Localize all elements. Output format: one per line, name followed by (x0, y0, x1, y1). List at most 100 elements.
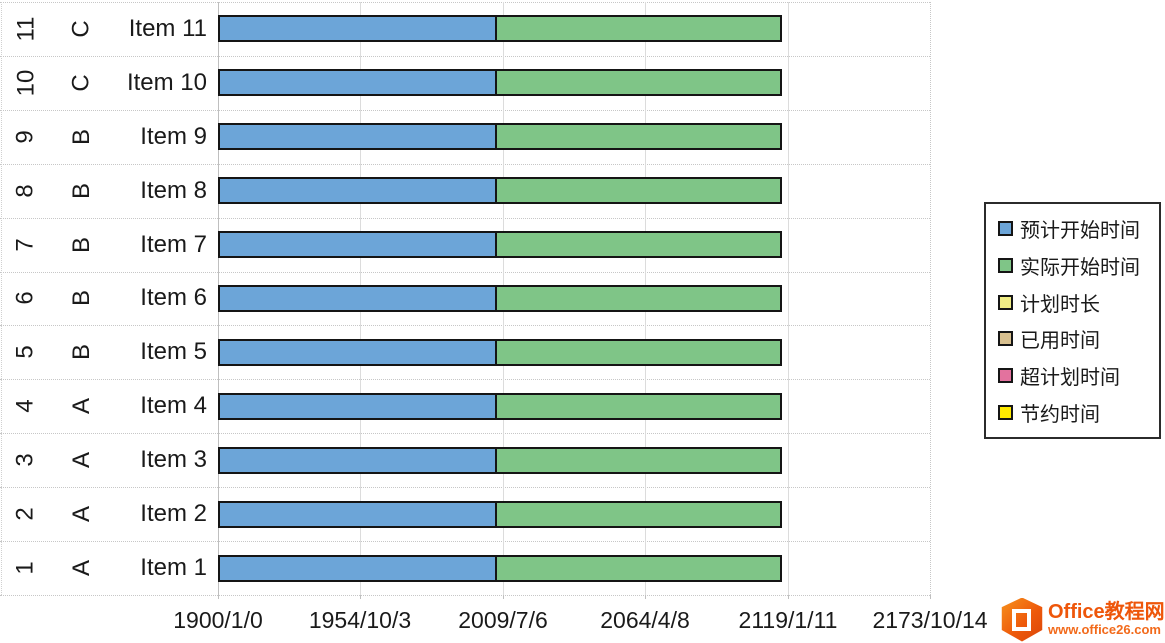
bar-segment-actual-start[interactable] (495, 231, 782, 258)
chart-left-border (1, 2, 2, 595)
category-item-label[interactable]: Item 3 (140, 446, 207, 474)
row-separator-gridline (0, 541, 930, 543)
row-separator-gridline (0, 325, 930, 327)
category-group-text: A (67, 452, 95, 469)
category-index-label[interactable]: 11 (4, 2, 48, 56)
category-index-label[interactable]: 10 (4, 56, 48, 110)
category-index-text: 4 (11, 399, 39, 413)
category-item-label[interactable]: Item 9 (140, 122, 207, 150)
row-separator-gridline (0, 55, 930, 57)
category-index-text: 1 (11, 561, 39, 575)
bar-segment-planned-start[interactable] (218, 501, 497, 528)
x-axis-tick-label[interactable]: 2064/4/8 (600, 607, 690, 633)
bar-segment-actual-start[interactable] (495, 447, 782, 474)
bar-segment-actual-start[interactable] (495, 123, 782, 150)
row-separator-gridline (0, 595, 930, 596)
x-axis-tick-label[interactable]: 1900/1/0 (173, 607, 263, 633)
bar-segment-planned-start[interactable] (218, 285, 497, 312)
category-item-label[interactable]: Item 6 (140, 284, 207, 312)
category-item-label[interactable]: Item 4 (140, 392, 207, 420)
axis-tickmark (930, 595, 931, 599)
bar-segment-actual-start[interactable] (495, 501, 782, 528)
watermark-text: Office教程网 www.office26.com (1048, 602, 1165, 637)
legend-item-saved-time[interactable]: 节约时间 (998, 398, 1159, 427)
bar-segment-actual-start[interactable] (495, 15, 782, 42)
category-item-label[interactable]: Item 7 (140, 230, 207, 258)
bar-segment-planned-start[interactable] (218, 447, 497, 474)
row-separator-gridline (0, 271, 930, 273)
bar-segment-planned-start[interactable] (218, 339, 497, 366)
office-logo-icon (1001, 597, 1043, 642)
vertical-gridline (930, 2, 931, 595)
category-index-text: 2 (11, 507, 39, 521)
bar-segment-planned-start[interactable] (218, 177, 497, 204)
watermark: Office教程网 www.office26.com (1000, 596, 1165, 643)
legend-swatch-saved-time (998, 405, 1013, 421)
legend-swatch-actual-start (998, 257, 1013, 273)
category-group-text: B (67, 128, 95, 145)
watermark-url[interactable]: www.office26.com (1048, 622, 1161, 638)
x-axis-tick-label[interactable]: 1954/10/3 (308, 607, 412, 633)
category-group-text: B (67, 290, 95, 307)
legend-item-actual-start[interactable]: 实际开始时间 (998, 251, 1159, 280)
category-item-label[interactable]: Item 2 (140, 500, 207, 528)
category-item-label[interactable]: Item 10 (126, 68, 207, 96)
legend-label-text: 实际开始时间 (1020, 256, 1140, 279)
bar-segment-planned-start[interactable] (218, 69, 497, 96)
legend-swatch-planned-start (998, 220, 1013, 236)
legend-item-planned-start[interactable]: 预计开始时间 (998, 214, 1159, 243)
category-index-label[interactable]: 5 (4, 325, 48, 379)
category-index-label[interactable]: 9 (4, 110, 48, 164)
x-axis-tick-label[interactable]: 2173/10/14 (872, 607, 988, 633)
axis-tickmark (360, 595, 361, 599)
bar-segment-actual-start[interactable] (495, 339, 782, 366)
category-index-text: 11 (11, 16, 39, 42)
category-index-text: 6 (11, 291, 39, 306)
category-index-label[interactable]: 3 (4, 433, 48, 487)
row-separator-gridline (0, 163, 930, 165)
legend-label-text: 预计开始时间 (1020, 219, 1140, 242)
legend-label-text: 超计划时间 (1020, 367, 1120, 390)
category-index-text: 10 (11, 69, 39, 97)
category-index-label[interactable]: 1 (4, 541, 48, 595)
x-axis-tick-label[interactable]: 2009/7/6 (458, 607, 548, 633)
category-index-label[interactable]: 6 (4, 272, 48, 326)
category-group-text: C (68, 74, 95, 92)
category-index-label[interactable]: 4 (4, 379, 48, 433)
office-logo-fold (1012, 608, 1031, 631)
category-item-label[interactable]: Item 1 (140, 554, 207, 582)
bar-segment-planned-start[interactable] (218, 555, 497, 582)
axis-tickmark (788, 595, 789, 599)
vertical-gridline (788, 2, 789, 595)
bar-segment-actual-start[interactable] (495, 393, 782, 420)
category-index-label[interactable]: 7 (4, 218, 48, 272)
category-index-label[interactable]: 8 (4, 164, 48, 218)
legend-item-elapsed-time[interactable]: 已用时间 (998, 324, 1159, 353)
bar-segment-actual-start[interactable] (495, 69, 782, 96)
category-index-label[interactable]: 2 (4, 487, 48, 541)
bar-segment-planned-start[interactable] (218, 15, 497, 42)
legend-item-planned-duration[interactable]: 计划时长 (998, 288, 1159, 317)
legend-swatch-over-plan-time (998, 368, 1013, 384)
category-index-text: 8 (11, 183, 39, 198)
axis-tickmark (218, 595, 219, 599)
category-index-text: 5 (11, 345, 39, 360)
axis-tickmark (503, 595, 504, 599)
category-item-label[interactable]: Item 5 (140, 338, 207, 366)
category-group-text: B (67, 344, 95, 361)
bar-segment-planned-start[interactable] (218, 393, 497, 420)
bar-segment-actual-start[interactable] (495, 285, 782, 312)
category-item-label[interactable]: Item 8 (140, 176, 207, 204)
legend-item-over-plan-time[interactable]: 超计划时间 (998, 361, 1159, 390)
category-item-label[interactable]: Item 11 (128, 14, 207, 42)
legend-swatch-planned-duration (998, 294, 1013, 310)
category-index-text: 7 (11, 237, 39, 252)
bar-segment-actual-start[interactable] (495, 555, 782, 582)
bar-segment-planned-start[interactable] (218, 231, 497, 258)
x-axis-tick-label[interactable]: 2119/1/11 (738, 607, 838, 633)
bar-segment-planned-start[interactable] (218, 123, 497, 150)
row-separator-gridline (0, 217, 930, 219)
bar-segment-actual-start[interactable] (495, 177, 782, 204)
category-group-text: A (67, 506, 95, 523)
chart-legend[interactable]: 预计开始时间 实际开始时间计划时长已用时间超计划时间节约时间 (984, 202, 1161, 439)
